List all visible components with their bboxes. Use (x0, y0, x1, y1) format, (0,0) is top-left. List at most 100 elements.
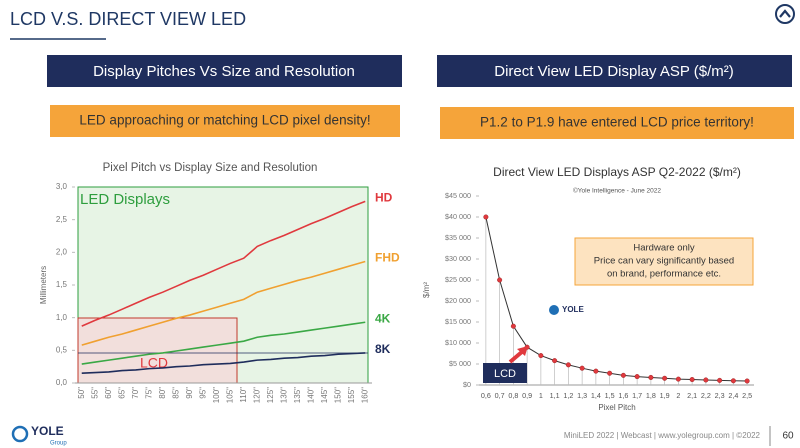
y-tick-label: 2,0 (56, 247, 68, 256)
x-tick-label: 50" (77, 387, 86, 399)
point (538, 353, 544, 359)
x-tick-label: 2,5 (742, 391, 752, 400)
annotation: LCD (140, 355, 168, 371)
panel-heading: Direct View LED Display ASP ($/m²) (494, 63, 734, 80)
panel-heading-box (437, 55, 792, 87)
x-tick-label: 0,8 (508, 391, 518, 400)
x-tick-label: 55" (90, 387, 99, 399)
point (730, 378, 736, 384)
x-tick-label: 1,3 (577, 391, 587, 400)
y-tick-label: 0,0 (56, 378, 68, 387)
panel-heading-box (47, 55, 402, 87)
series-label: 4K (375, 311, 391, 325)
point (579, 365, 585, 371)
y-axis-label: $/m² (422, 282, 431, 298)
annotation: LED Displays (80, 191, 170, 208)
y-tick-label: $25 000 (445, 275, 471, 284)
x-tick-label: 135" (293, 387, 302, 403)
y-tick-label: $10 000 (445, 338, 471, 347)
x-tick-label: 100" (212, 387, 221, 403)
callout-box (50, 105, 400, 137)
point (634, 374, 640, 380)
x-tick-label: 65" (117, 387, 126, 399)
point (565, 362, 571, 368)
point (717, 377, 723, 383)
y-tick-label: $15 000 (445, 317, 471, 326)
point (552, 358, 558, 364)
x-tick-label: 2,3 (715, 391, 725, 400)
point (744, 378, 750, 384)
point (662, 375, 668, 381)
x-tick-label: 2,1 (687, 391, 697, 400)
point (593, 368, 599, 374)
note-line: Hardware only (633, 243, 694, 254)
panel-heading: Display Pitches Vs Size and Resolution (93, 63, 355, 80)
point (510, 323, 516, 329)
nav-chevron[interactable] (779, 9, 791, 18)
footer-logo-icon (11, 425, 29, 443)
callout: P1.2 to P1.9 have entered LCD price terr… (480, 115, 754, 130)
x-tick-label: 105" (225, 387, 234, 403)
y-tick-label: 0,5 (56, 345, 68, 354)
y-tick-label: $45 000 (445, 191, 471, 200)
footer-text: MiniLED 2022 | Webcast | www.yolegroup.c… (564, 431, 761, 440)
arrow-head (517, 346, 528, 356)
x-tick-label: 85" (171, 387, 180, 399)
x-tick-label: 1,6 (618, 391, 628, 400)
x-tick-label: 75" (144, 387, 153, 399)
nav-circle[interactable] (775, 4, 795, 24)
x-tick-label: 0,9 (522, 391, 532, 400)
note-line: Price can vary significantly based (594, 256, 734, 267)
y-axis-label: Millimeters (39, 266, 48, 304)
x-tick-label: 140" (306, 387, 315, 403)
y-tick-label: $30 000 (445, 254, 471, 263)
chart-title: Pixel Pitch vs Display Size and Resoluti… (103, 162, 318, 174)
arrow-shaft (508, 349, 525, 364)
slide-title: LCD V.S. DIRECT VIEW LED (10, 9, 246, 29)
x-tick-label: 125" (266, 387, 275, 403)
point (497, 277, 503, 283)
point (689, 377, 695, 383)
x-tick-label: 1,2 (563, 391, 573, 400)
x-tick-label: 1,9 (660, 391, 670, 400)
footer-logo-sub: Group (50, 441, 67, 447)
y-tick-label: $35 000 (445, 233, 471, 242)
x-tick-label: 155" (347, 387, 356, 403)
x-tick-label: 1,7 (632, 391, 642, 400)
y-tick-label: $40 000 (445, 212, 471, 221)
x-tick-label: 2,4 (728, 391, 738, 400)
note-line: on brand, performance etc. (607, 269, 721, 280)
y-tick-label: 3,0 (56, 182, 68, 191)
callout-box (440, 107, 794, 139)
y-tick-label: 1,5 (56, 280, 68, 289)
x-tick-label: 1 (539, 391, 543, 400)
chart-subtitle: ©Yole Intelligence - June 2022 (573, 187, 661, 195)
x-tick-label: 80" (158, 387, 167, 399)
nav-icon[interactable] (775, 4, 795, 24)
point (648, 374, 654, 380)
series-line (81, 352, 366, 374)
point (483, 214, 489, 220)
point (703, 377, 709, 383)
x-tick-label: 70" (131, 387, 140, 399)
x-tick-label: 145" (320, 387, 329, 403)
x-tick-label: 110" (239, 387, 248, 403)
x-tick-label: 160" (360, 387, 369, 403)
x-tick-label: 1,1 (550, 391, 560, 400)
series-label: FHD (375, 251, 400, 265)
lcd-region (77, 317, 238, 384)
point (675, 376, 681, 382)
x-tick-label: 120" (252, 387, 261, 403)
x-tick-label: 1,5 (605, 391, 615, 400)
chart-logo: YOLE (562, 305, 584, 314)
x-tick-label: 0,6 (481, 391, 491, 400)
callout: LED approaching or matching LCD pixel de… (79, 113, 370, 128)
lcd-tag (483, 363, 527, 383)
series-line (81, 260, 366, 346)
footer-logo: YOLE (31, 424, 64, 438)
y-tick-label: $20 000 (445, 296, 471, 305)
chart-logo-icon (549, 305, 559, 315)
x-tick-label: 1,8 (646, 391, 656, 400)
x-tick-label: 2,2 (701, 391, 711, 400)
